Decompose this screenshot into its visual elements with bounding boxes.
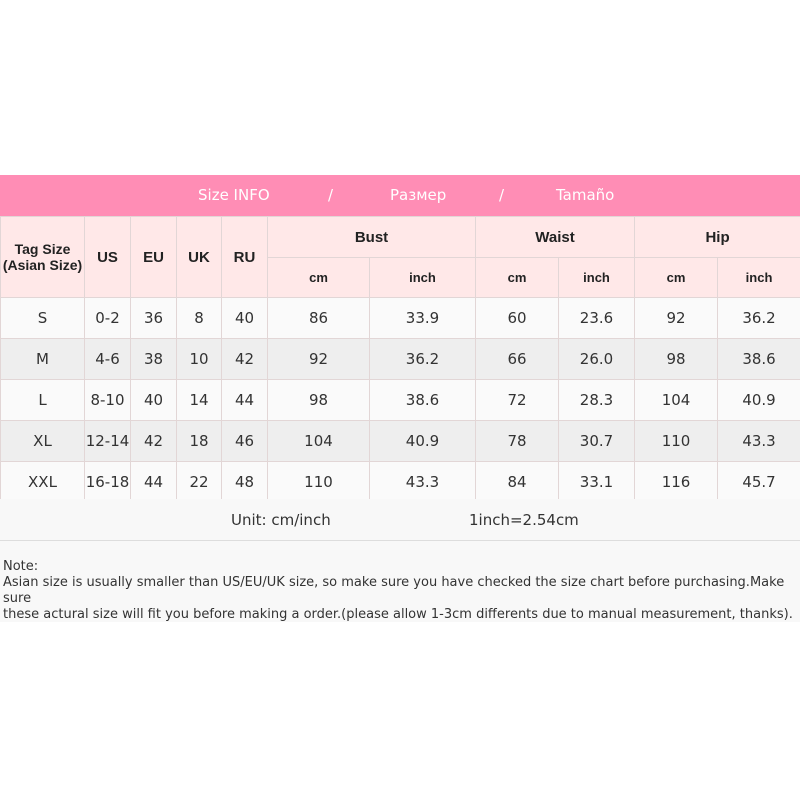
table-cell: 12-14 [84, 420, 131, 462]
table-cell: 44 [221, 379, 268, 421]
header-hip-cm: cm [634, 257, 719, 298]
header-waist-inch: inch [557, 257, 636, 298]
unit-conversion: 1inch=2.54cm [469, 511, 579, 529]
header-ru: RU [221, 216, 268, 298]
banner-russian: Размер [390, 186, 447, 204]
table-cell: 38.6 [717, 338, 800, 380]
table-cell: 30.7 [557, 420, 636, 462]
table-cell: 110 [634, 420, 719, 462]
table-row: L 8-10 40 14 44 98 38.6 72 28.3 104 40.9 [0, 379, 800, 421]
header-waist-cm: cm [475, 257, 559, 298]
size-table: Tag Size (Asian Size) US EU UK RU Bust W… [0, 216, 800, 503]
table-cell: 36.2 [717, 297, 800, 339]
table-cell: 42 [130, 420, 177, 462]
table-row: M 4-6 38 10 42 92 36.2 66 26.0 98 38.6 [0, 338, 800, 380]
header-bust-inch: inch [369, 257, 476, 298]
table-cell: 104 [634, 379, 719, 421]
table-cell: 16-18 [84, 461, 131, 503]
table-cell: 28.3 [557, 379, 636, 421]
table-cell: 92 [634, 297, 719, 339]
header-hip: Hip [634, 216, 800, 258]
table-cell: 33.1 [557, 461, 636, 503]
table-cell: 22 [176, 461, 222, 503]
table-cell: 40.9 [717, 379, 800, 421]
table-cell: 92 [267, 338, 370, 380]
header-tag-size: Tag Size (Asian Size) [0, 216, 85, 298]
table-cell: 23.6 [557, 297, 636, 339]
table-cell: 86 [267, 297, 370, 339]
table-cell: 98 [634, 338, 719, 380]
header-us: US [84, 216, 131, 298]
table-cell: L [0, 379, 85, 421]
table-cell: 10 [176, 338, 222, 380]
table-row: XL 12-14 42 18 46 104 40.9 78 30.7 110 43.3 [0, 420, 800, 462]
table-cell: 43.3 [369, 461, 476, 503]
table-cell: 78 [475, 420, 559, 462]
note-title: Note: [3, 559, 39, 574]
banner-separator: / [328, 186, 334, 204]
table-cell: XL [0, 420, 85, 462]
header-hip-inch: inch [717, 257, 800, 298]
table-cell: 40 [221, 297, 268, 339]
header-bust: Bust [267, 216, 476, 258]
table-cell: 40 [130, 379, 177, 421]
table-cell: 8 [176, 297, 222, 339]
table-row: S 0-2 36 8 40 86 33.9 60 23.6 92 36.2 [0, 297, 800, 339]
note-section: Note: Asian size is usually smaller than… [0, 541, 800, 622]
table-row: XXL 16-18 44 22 48 110 43.3 84 33.1 116 45.7 [0, 461, 800, 503]
banner-spanish: Tamaño [556, 186, 615, 204]
note-line-1: Asian size is usually smaller than US/EU… [3, 575, 785, 606]
header-bust-cm: cm [267, 257, 370, 298]
table-cell: XXL [0, 461, 85, 503]
table-cell: 36 [130, 297, 177, 339]
table-cell: 0-2 [84, 297, 131, 339]
table-cell: 44 [130, 461, 177, 503]
table-cell: 8-10 [84, 379, 131, 421]
table-cell: 46 [221, 420, 268, 462]
table-cell: 45.7 [717, 461, 800, 503]
banner-size-info: Size INFO [198, 186, 270, 204]
table-cell: 48 [221, 461, 268, 503]
table-cell: M [0, 338, 85, 380]
table-cell: 84 [475, 461, 559, 503]
banner-separator: / [499, 186, 505, 204]
table-cell: 18 [176, 420, 222, 462]
table-cell: 33.9 [369, 297, 476, 339]
table-cell: 116 [634, 461, 719, 503]
unit-label: Unit: cm/inch [231, 511, 331, 529]
header-uk: UK [176, 216, 222, 298]
size-info-banner: Size INFO / Размер / Tamaño [0, 175, 800, 216]
table-cell: 66 [475, 338, 559, 380]
table-cell: 42 [221, 338, 268, 380]
unit-row: Unit: cm/inch 1inch=2.54cm [0, 499, 800, 541]
table-cell: 43.3 [717, 420, 800, 462]
table-cell: 26.0 [557, 338, 636, 380]
table-cell: 4-6 [84, 338, 131, 380]
header-waist: Waist [474, 216, 636, 258]
table-cell: 60 [475, 297, 559, 339]
table-cell: 110 [267, 461, 370, 503]
table-cell: 38 [130, 338, 177, 380]
table-cell: 72 [475, 379, 559, 421]
note-line-2: these actural size will fit you before m… [3, 607, 793, 622]
table-cell: 104 [267, 420, 370, 462]
table-cell: 38.6 [369, 379, 476, 421]
table-cell: 98 [267, 379, 370, 421]
header-eu: EU [130, 216, 177, 298]
table-cell: 40.9 [369, 420, 476, 462]
table-cell: S [0, 297, 85, 339]
table-cell: 36.2 [369, 338, 476, 380]
table-cell: 14 [176, 379, 222, 421]
